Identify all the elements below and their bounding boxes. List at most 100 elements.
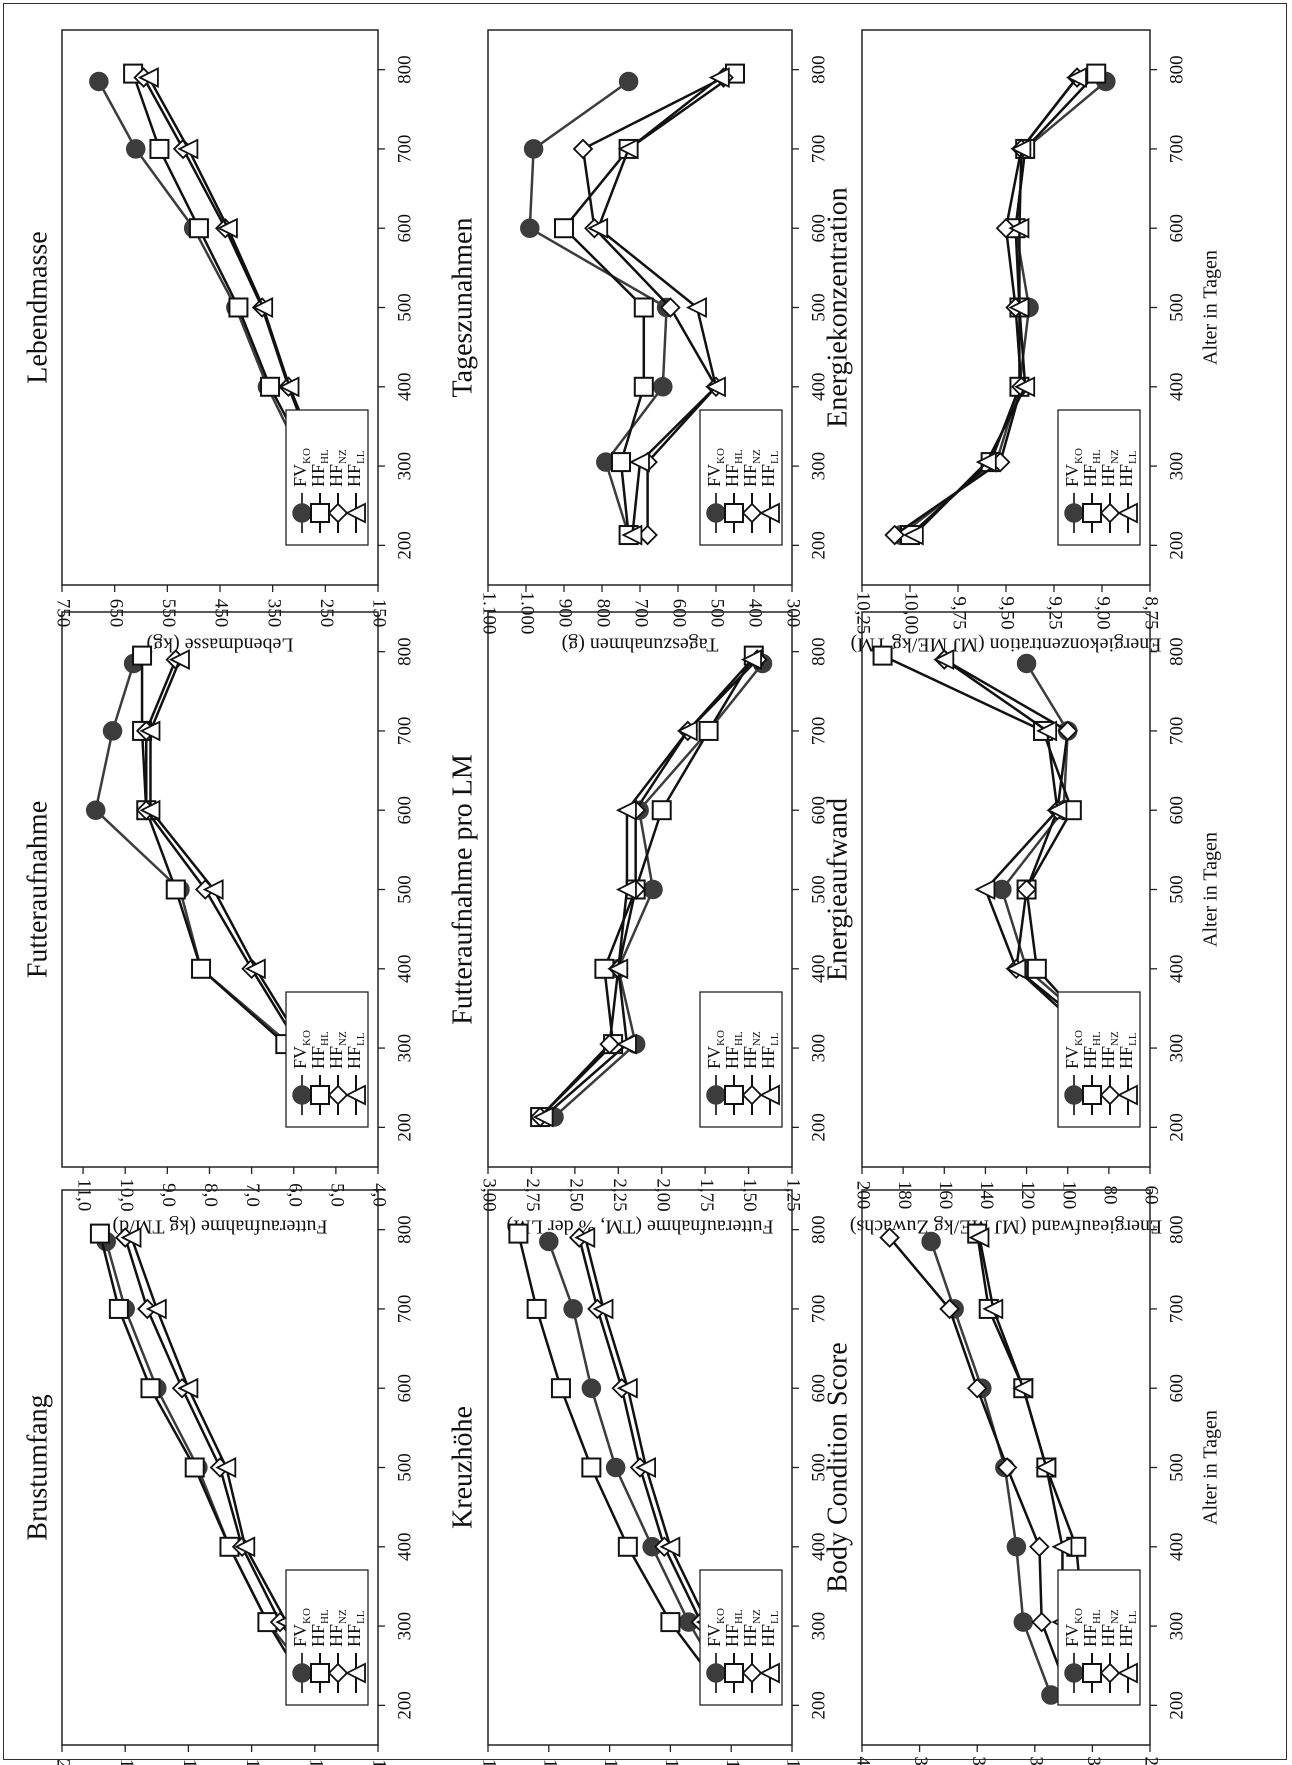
y-tick-label: 80: [1099, 1186, 1120, 1205]
y-tick-label: 120: [1017, 1181, 1038, 1210]
data-point-HF_HL: [508, 1223, 529, 1244]
x-tick-label: 500: [394, 1453, 415, 1482]
data-point-HF_LL: [621, 524, 643, 546]
data-point-HF_LL: [1008, 217, 1030, 239]
y-tick-label: 180: [894, 1181, 915, 1210]
data-point-HF_HL: [1086, 63, 1107, 84]
y-tick-label: 8,0: [200, 1183, 221, 1207]
legend-marker-HF_HL: [724, 1663, 744, 1683]
x-tick-label: 700: [808, 135, 829, 164]
data-point-HF_LL: [202, 879, 224, 900]
x-tick-label: 200: [808, 531, 829, 560]
legend-label-sub: NZ: [1109, 449, 1121, 464]
x-tick-label: 300: [808, 1034, 829, 1063]
x-tick-label: 400: [1166, 955, 1187, 984]
legend-label-sub: KO: [301, 1608, 313, 1624]
x-tick-label: 300: [1166, 1612, 1187, 1641]
x-tick-label: 600: [808, 1374, 829, 1403]
y-tick-label: 135: [305, 1759, 326, 1765]
data-point-HF_HL: [651, 800, 672, 821]
data-point-FV_KO: [125, 139, 146, 159]
legend-label-sub: KO: [1073, 448, 1085, 464]
data-point-HF_LL: [215, 1457, 237, 1478]
data-point-HF_LL: [244, 958, 266, 980]
x-tick-label: 600: [1166, 214, 1187, 243]
y-tick-label: 4,0: [369, 1183, 390, 1207]
page-frame: [3, 3, 1287, 1760]
y-tick-label: 9,50: [997, 596, 1018, 629]
data-point-FV_KO: [563, 1299, 583, 1319]
data-point-HF_NZ: [1016, 879, 1037, 900]
data-point-HF_LL: [902, 524, 924, 546]
chart-brustumfang: 200 300 400 500 600 700 800 115 135 155 175 195 215 B…: [22, 1189, 415, 1765]
data-point-HF_LL: [1005, 958, 1027, 980]
y-tick-label: 140: [976, 1181, 997, 1210]
data-point-FV_KO: [1006, 1537, 1027, 1557]
x-tick-label: 500: [1166, 875, 1187, 904]
y-tick-label: 200: [853, 1181, 874, 1210]
data-point-HF_LL: [1012, 1377, 1034, 1399]
legend-label-sub: KO: [715, 1608, 727, 1624]
y-tick-label: 8,75: [1141, 596, 1162, 629]
data-point-HF_LL: [278, 376, 300, 398]
x-tick-label: 800: [394, 637, 415, 666]
data-point-FV_KO: [643, 879, 663, 900]
panel-title: Lebendmasse: [22, 231, 53, 383]
data-point-HF_HL: [526, 1298, 547, 1319]
legend-label-sub: NZ: [337, 449, 349, 464]
x-tick-label: 600: [394, 796, 415, 825]
x-tick-label: 500: [394, 875, 415, 904]
x-tick-label: 400: [808, 373, 829, 402]
panel-title: Energiekonzentration: [822, 187, 853, 428]
data-point-HF_NZ: [1029, 1536, 1050, 1558]
data-point-HF_LL: [1010, 138, 1032, 160]
legend-label-sub: LL: [769, 450, 781, 464]
data-point-FV_KO: [992, 879, 1012, 900]
y-tick-label: 500: [707, 599, 728, 628]
data-point-HF_LL: [216, 217, 238, 239]
chart-bcs: 200 300 400 500 600 700 800 2,75 3,00 3,25 3,50 3,7…: [822, 1189, 1187, 1765]
legend-marker-HF_NZ: [1099, 1662, 1121, 1684]
data-point-HF_NZ: [939, 1298, 960, 1320]
data-point-HF_HL: [228, 297, 249, 318]
x-tick-label: 700: [1166, 1295, 1187, 1324]
legend-marker-HF_NZ: [741, 1662, 763, 1684]
legend-label-sub: LL: [355, 1610, 367, 1624]
x-tick-label: 600: [1166, 796, 1187, 825]
data-point-HF_LL: [1051, 1536, 1073, 1558]
x-tick-label: 300: [808, 1612, 829, 1641]
data-point-HF_LL: [587, 217, 609, 239]
data-point-HF_LL: [974, 879, 996, 900]
data-point-FV_KO: [618, 71, 639, 92]
data-point-HF_LL: [139, 799, 161, 821]
legend-marker-HF_HL: [310, 1085, 330, 1105]
legend-label-sub: KO: [715, 1030, 727, 1046]
data-point-HF_LL: [177, 1377, 199, 1399]
x-tick-label: 500: [1166, 293, 1187, 322]
legend-label-sub: NZ: [1109, 1609, 1121, 1624]
data-point-HF_LL: [1035, 1457, 1057, 1478]
data-point-HF_LL: [975, 451, 997, 473]
y-axis-label: Futteraufnahme (TM, % der LM): [506, 1215, 773, 1237]
y-tick-label: 2,50: [565, 1178, 586, 1211]
y-tick-label: 600: [669, 599, 690, 628]
x-tick-label: 700: [808, 717, 829, 746]
y-tick-label: 115: [722, 1759, 743, 1765]
chart-futteraufnahme-lm: 200 300 400 500 600 700 800 1,25 1,50 1,75 2,00 2,2…: [447, 611, 829, 1237]
data-point-HF_HL: [165, 879, 186, 900]
data-point-HF_LL: [1008, 297, 1030, 318]
chart-energieaufwand: 200 300 400 500 600 700 800 60 80 100 120 140 160 180…: [822, 611, 1187, 1237]
data-point-FV_KO: [1016, 653, 1037, 674]
y-tick-label: 10,00: [901, 592, 922, 635]
data-point-HF_NZ: [884, 524, 905, 546]
x-tick-label: 800: [1166, 55, 1187, 84]
legend-marker-HF_NZ: [1099, 502, 1121, 524]
x-tick-label: 600: [394, 214, 415, 243]
legend-label-sub: HL: [733, 1609, 745, 1624]
y-tick-label: 650: [105, 599, 126, 628]
data-point-HF_LL: [139, 720, 161, 742]
y-axis-label: Energieaufwand (MJ ME/kg Zuwachs): [850, 1215, 1162, 1237]
panel-title: Energieaufwand: [822, 798, 853, 981]
x-tick-label: 300: [394, 1034, 415, 1063]
